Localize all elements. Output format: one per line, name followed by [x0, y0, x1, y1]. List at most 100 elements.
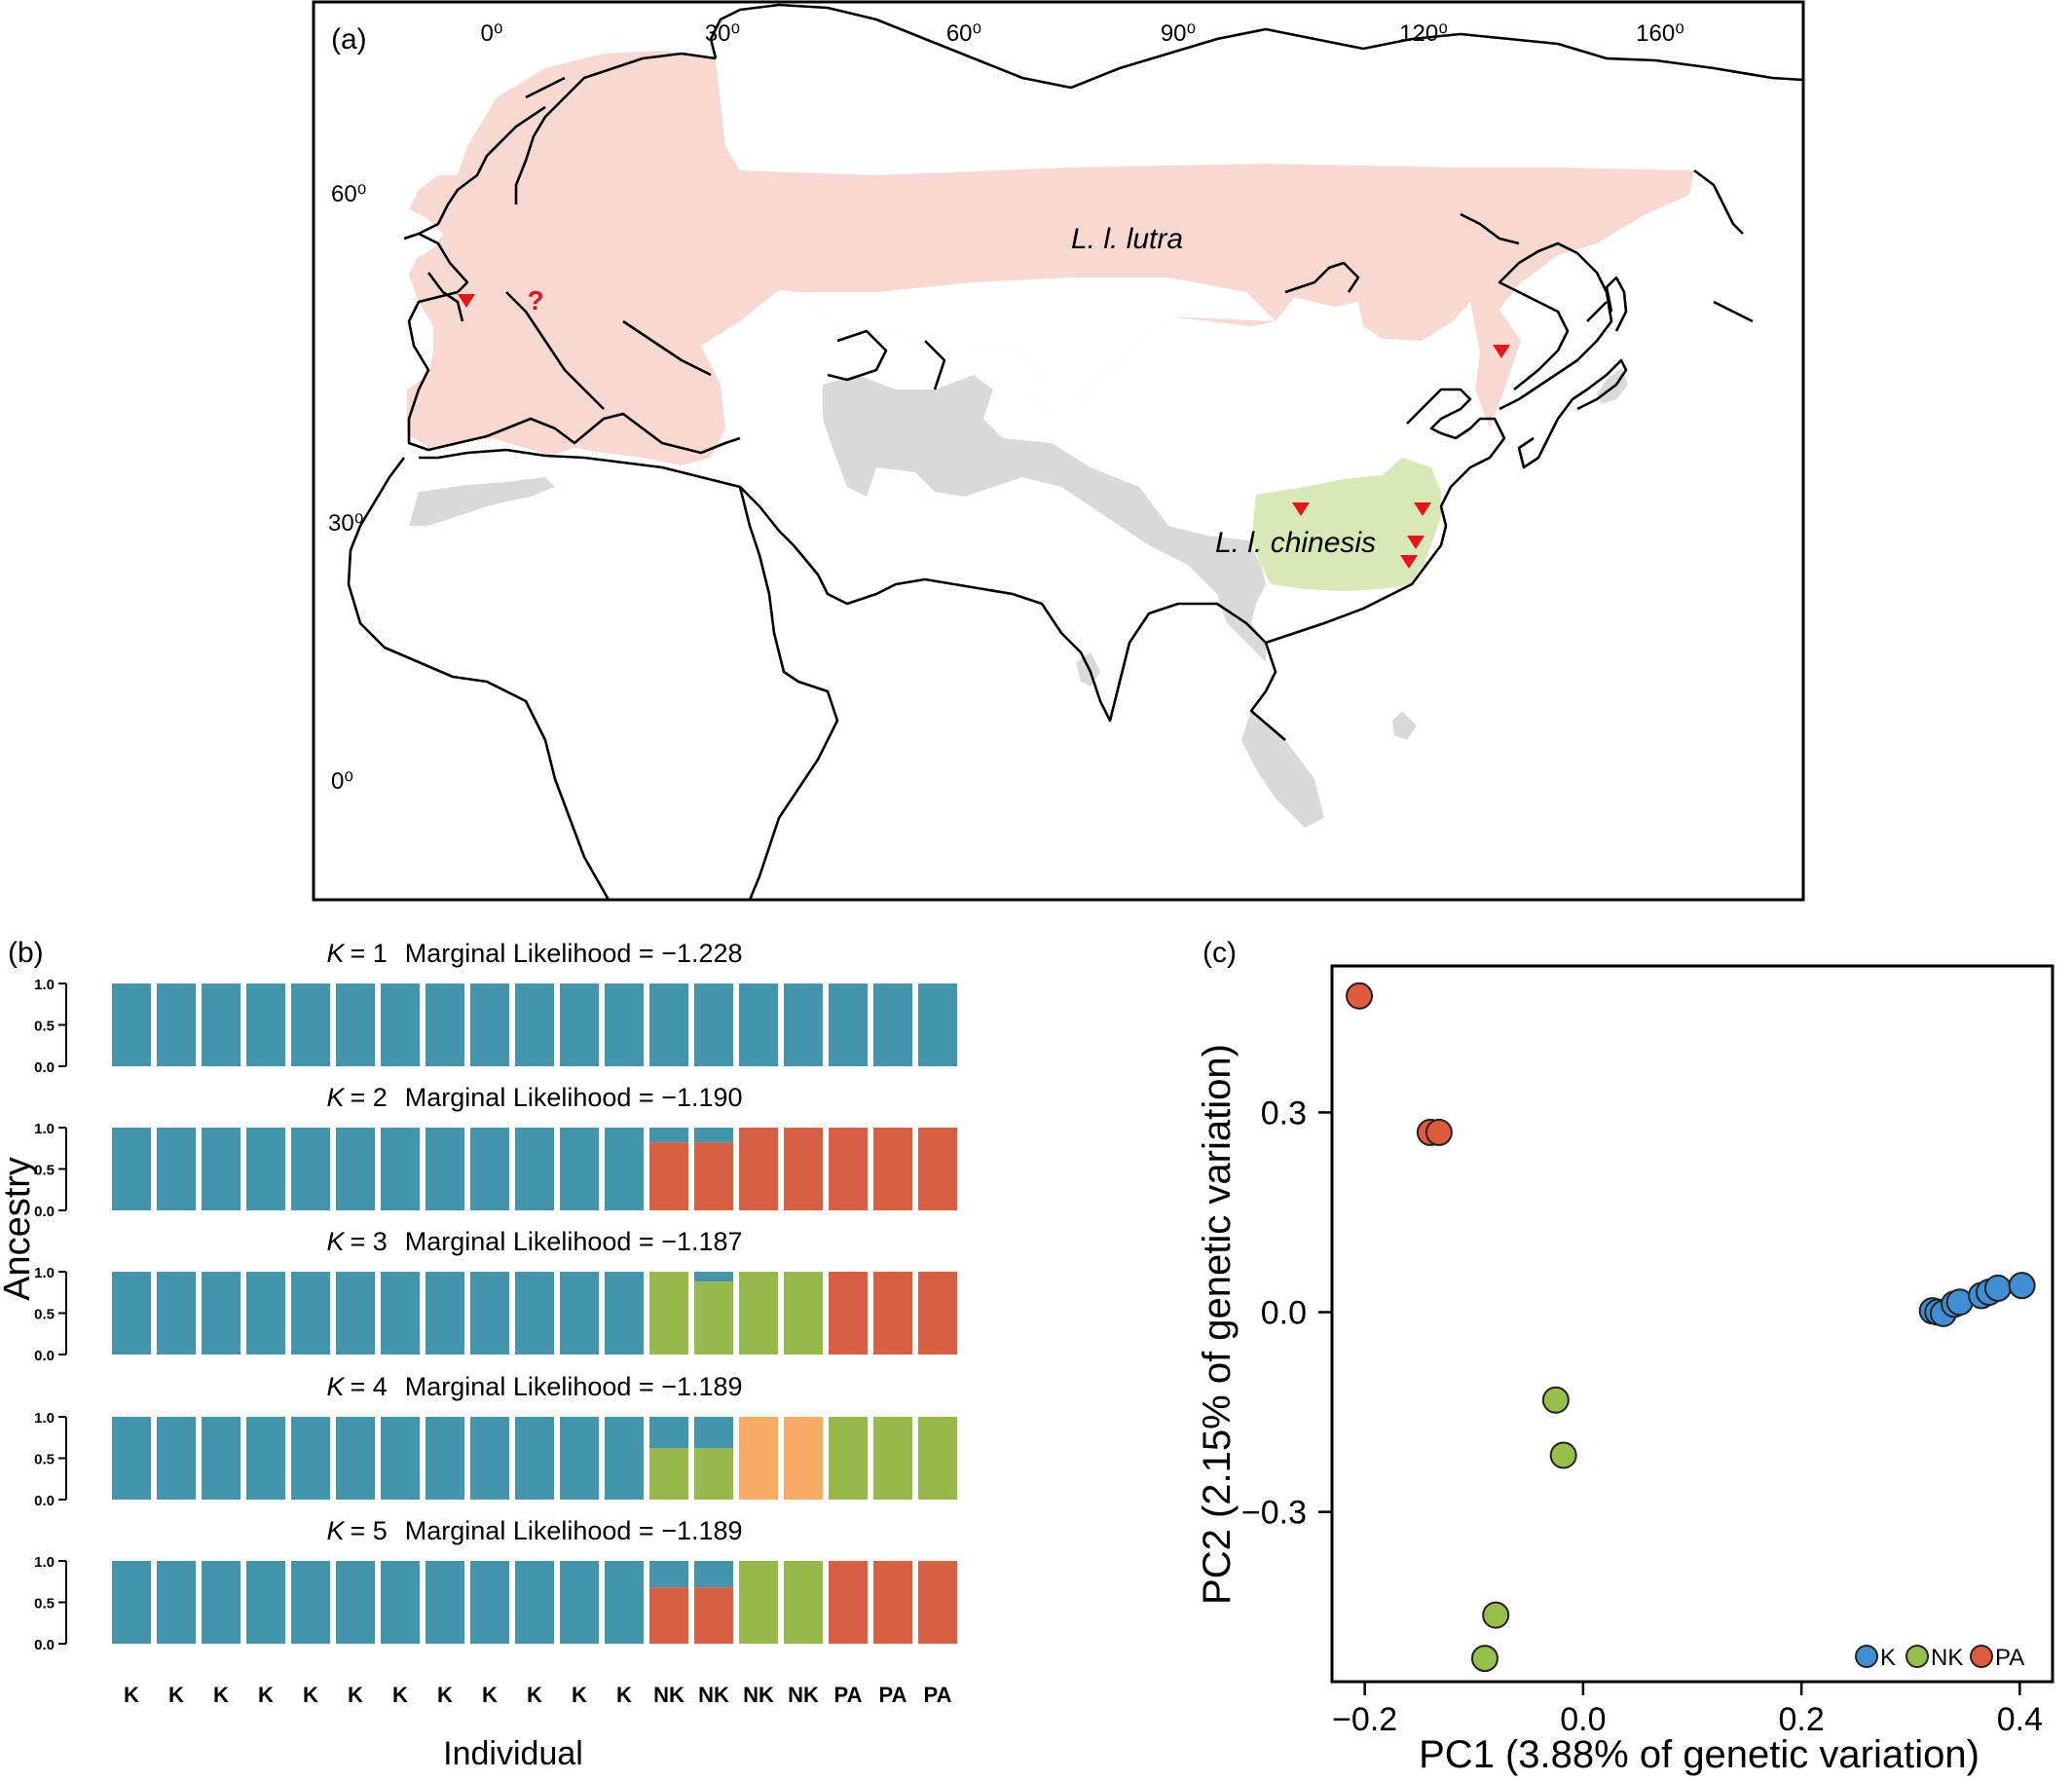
individual-label: PA: [834, 1683, 863, 1707]
ancestry-segment: [784, 1561, 823, 1644]
ancestry-segment: [470, 1417, 509, 1500]
pca-point: [1983, 1274, 2012, 1302]
ancestry-segment: [694, 1142, 733, 1210]
pca-axes: −0.2 0.0 0.2 0.4 0.3 0.0 −0.3: [1241, 1095, 2043, 1738]
pc1-axis-label: PC1 (3.88% of genetic variation): [1419, 1733, 1980, 1776]
ancestry-segment: [829, 1272, 868, 1354]
ancestry-segment: [246, 1272, 285, 1354]
sample-markers: [458, 294, 1510, 569]
individual-label: K: [392, 1683, 408, 1707]
ancestry-segment: [112, 1417, 151, 1500]
individual-label: PA: [879, 1683, 907, 1707]
ancestry-segment: [873, 983, 912, 1066]
legend-item-nk: NK: [1906, 1645, 1963, 1671]
k-label: K: [326, 1083, 345, 1112]
lon-tick-160: 160⁰: [1636, 20, 1684, 47]
ancestry-segment: [694, 1561, 733, 1588]
k-label: K: [326, 939, 345, 968]
pca-point: [1549, 1441, 1577, 1469]
ancestry-segment: [202, 983, 240, 1066]
lon-tick-30: 30⁰: [705, 20, 740, 47]
ancestry-segment: [515, 1561, 554, 1644]
ancestry-segment: [918, 1272, 957, 1354]
individual-label: K: [124, 1683, 139, 1707]
marker-uk: [458, 294, 475, 308]
legend-swatch: [1970, 1645, 1993, 1668]
x-tick-label: 0.0: [1560, 1701, 1606, 1738]
individual-label: K: [348, 1683, 363, 1707]
ancestry-segment: [739, 1272, 778, 1354]
likelihood-text: Marginal Likelihood = −1.190: [405, 1083, 743, 1112]
ancestry-segment: [694, 1417, 733, 1449]
ancestry-segment: [202, 1561, 240, 1644]
individual-label: K: [303, 1683, 318, 1707]
ancestry-segment: [649, 1272, 688, 1354]
structure-row-5: K = 5 Marginal Likelihood = −1.189 1.0 0.5 0.…: [34, 1516, 957, 1653]
ancestry-segment: [873, 1128, 912, 1210]
ancestry-segment: [336, 1561, 375, 1644]
ancestry-segment: [381, 983, 420, 1066]
ancestry-segment: [426, 983, 464, 1066]
ancestry-segment: [336, 1417, 375, 1500]
range-lutra-area: [407, 51, 1694, 465]
ancestry-segment: [560, 1417, 599, 1500]
ancestry-segment: [649, 1417, 688, 1449]
ancestry-segment: [112, 983, 151, 1066]
k-value: = 2: [350, 1083, 387, 1112]
y-tick-label: 0.0: [34, 1059, 55, 1076]
row-title: K = 3 Marginal Likelihood = −1.187: [326, 1227, 742, 1256]
k-value: = 5: [350, 1516, 387, 1545]
pca-point: [1424, 1118, 1453, 1146]
individual-label: K: [616, 1683, 632, 1707]
ancestry-segment: [694, 1128, 733, 1143]
longitude-ticks: 0⁰ 30⁰ 60⁰ 90⁰ 120⁰ 160⁰: [481, 20, 1684, 47]
legend-item-k: K: [1855, 1645, 1896, 1671]
k-label: K: [326, 1227, 345, 1256]
y-tick-label: 0.0: [1261, 1295, 1307, 1332]
row-title: K = 2 Marginal Likelihood = −1.190: [326, 1083, 742, 1112]
individual-axis-label: Individual: [443, 1735, 583, 1772]
label-chinesis: L. l. chinesis: [1215, 527, 1376, 559]
ancestry-segment: [246, 1128, 285, 1210]
ancestry-segment: [515, 983, 554, 1066]
ancestry-segment: [560, 983, 599, 1066]
individual-label: K: [437, 1683, 453, 1707]
y-tick-label: 1.0: [34, 1554, 55, 1571]
ancestry-segment: [605, 1272, 644, 1354]
ancestry-segment: [649, 1561, 688, 1588]
ancestry-segment: [829, 1128, 868, 1210]
ancestry-segment: [649, 1448, 688, 1500]
individual-label: NK: [743, 1683, 774, 1707]
y-tick-label: 1.0: [34, 1265, 55, 1281]
ancestry-segment: [426, 1417, 464, 1500]
ancestry-segment: [873, 1561, 912, 1644]
y-tick-label: 0.0: [34, 1493, 55, 1509]
pc2-axis-label: PC2 (2.15% of genetic variation): [1196, 1044, 1239, 1605]
y-tick-label: 0.3: [1261, 1095, 1307, 1132]
y-tick-label: 1.0: [34, 1121, 55, 1137]
ancestry-segment: [739, 1128, 778, 1210]
ancestry-panel: (b) Ancestry Individual K = 1 Marginal Lik…: [0, 937, 957, 1772]
k-label: K: [326, 1516, 345, 1545]
ancestry-segment: [873, 1417, 912, 1500]
panel-b-label: (b): [8, 937, 44, 969]
ancestry-segment: [291, 983, 330, 1066]
lat-tick-30: 30⁰: [328, 510, 363, 537]
ancestry-segment: [694, 1281, 733, 1354]
ancestry-segment: [649, 1142, 688, 1210]
ancestry-segment: [694, 1448, 733, 1500]
ancestry-segment: [784, 1272, 823, 1354]
ancestry-axis-label: Ancestry: [0, 1157, 38, 1301]
ancestry-segment: [246, 983, 285, 1066]
individual-label: NK: [653, 1683, 684, 1707]
y-tick-label: 0.0: [34, 1637, 55, 1653]
range-chinesis-area: [1251, 458, 1441, 591]
ancestry-segment: [605, 1561, 644, 1644]
lon-tick-120: 120⁰: [1399, 20, 1448, 47]
individual-label: PA: [924, 1683, 952, 1707]
y-tick-label: 0.5: [34, 1596, 55, 1613]
structure-row-2: K = 2 Marginal Likelihood = −1.190 1.0 0.5 0.…: [34, 1083, 957, 1220]
structure-row-4: K = 4 Marginal Likelihood = −1.189 1.0 0.5 0.…: [34, 1372, 957, 1509]
y-tick-label: 1.0: [34, 1410, 55, 1427]
